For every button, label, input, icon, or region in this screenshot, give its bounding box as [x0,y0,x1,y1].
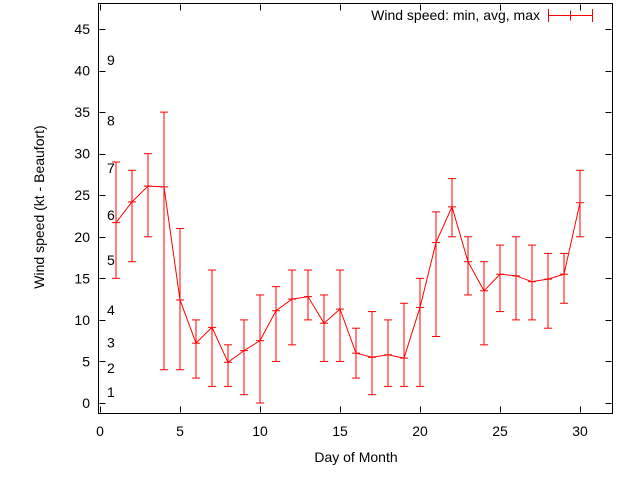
legend-errorbar-sample [548,9,593,22]
errorbar-day-17 [368,311,376,396]
x-tick-label: 15 [332,423,348,439]
legend-label: Wind speed: min, avg, max [371,7,540,23]
errorbar-day-13 [304,269,312,321]
x-tick-label: 20 [412,423,428,439]
errorbar-day-19 [400,302,408,387]
errorbar-day-25 [496,244,504,313]
y-tick-label: 30 [74,146,90,162]
y-tick-label: 25 [74,187,90,203]
errorbar-day-21 [432,211,440,338]
errorbar-day-27 [528,244,536,321]
series-errorbars [112,111,584,404]
errorbar-day-8 [224,344,232,387]
errorbar-day-28 [544,252,552,329]
beaufort-label: 6 [107,207,115,223]
avg-line [115,185,581,364]
beaufort-label: 1 [107,384,115,400]
errorbar-day-14 [320,294,328,362]
axes [98,3,613,414]
y-tick-label: 10 [74,312,90,328]
y-tick-label: 15 [74,270,90,286]
x-tick-label: 30 [572,423,588,439]
x-tick-label: 0 [96,423,104,439]
beaufort-scale-labels: 1 2 3 4 5 6 7 8 9 [107,52,115,400]
axis-titles: Day of Month Wind speed (kt - Beaufort) [31,125,398,465]
y-tick-label: 0 [82,395,90,411]
y-tick-label: 35 [74,104,90,120]
errorbar-day-18 [384,319,392,387]
beaufort-label: 9 [107,52,115,68]
beaufort-label: 5 [107,252,115,268]
beaufort-label: 4 [107,302,115,318]
errorbar-day-12 [288,269,296,346]
plot-border [98,3,613,414]
x-axis-title: Day of Month [314,449,397,465]
beaufort-label: 2 [107,360,115,376]
errorbar-day-3 [144,153,152,238]
x-tick-label: 10 [252,423,268,439]
errorbar-day-4 [160,111,168,371]
errorbar-day-9 [240,319,248,396]
x-tick-label: 5 [176,423,184,439]
beaufort-label: 8 [107,112,115,128]
y-tick-label: 40 [74,63,90,79]
errorbar-day-26 [512,236,520,321]
errorbar-day-24 [480,261,488,346]
x-tick-label: 25 [492,423,508,439]
beaufort-label: 7 [107,160,115,176]
errorbar-day-10 [256,294,264,404]
y-tick-label: 45 [74,21,90,37]
errorbar-day-2 [128,169,136,263]
y-axis-title: Wind speed (kt - Beaufort) [31,125,47,288]
errorbar-day-11 [272,286,280,362]
y-tick-label: 20 [74,229,90,245]
errorbar-day-6 [192,319,200,379]
beaufort-label: 3 [107,334,115,350]
y-tick-label: 5 [82,353,90,369]
legend: Wind speed: min, avg, max [371,7,593,23]
